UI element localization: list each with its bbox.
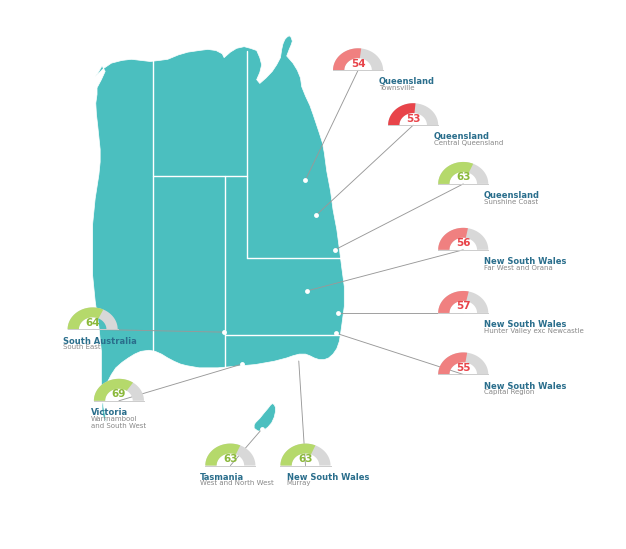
Polygon shape xyxy=(438,291,488,313)
Polygon shape xyxy=(68,307,118,329)
Text: Far West and Orana: Far West and Orana xyxy=(484,265,553,271)
Text: Sunshine Coast: Sunshine Coast xyxy=(484,199,538,205)
Text: Townsville: Townsville xyxy=(379,85,414,91)
Text: Central Queensland: Central Queensland xyxy=(434,140,503,146)
Polygon shape xyxy=(68,307,103,329)
Polygon shape xyxy=(280,444,331,466)
Text: Hunter Valley exc Newcastle: Hunter Valley exc Newcastle xyxy=(484,328,583,334)
Text: South Australia: South Australia xyxy=(63,337,136,345)
Polygon shape xyxy=(438,352,467,374)
Text: Warrnambool
and South West: Warrnambool and South West xyxy=(91,416,146,429)
Text: New South Wales: New South Wales xyxy=(287,473,369,481)
Text: New South Wales: New South Wales xyxy=(484,382,567,390)
Polygon shape xyxy=(333,48,383,70)
Polygon shape xyxy=(94,379,144,401)
Text: New South Wales: New South Wales xyxy=(484,320,567,329)
Text: Queensland: Queensland xyxy=(379,77,434,86)
Text: 69: 69 xyxy=(112,389,126,399)
Text: 56: 56 xyxy=(456,238,471,248)
Text: Queensland: Queensland xyxy=(434,132,490,141)
Polygon shape xyxy=(438,352,488,374)
Polygon shape xyxy=(438,162,473,184)
Text: Tasmania: Tasmania xyxy=(200,473,244,481)
Polygon shape xyxy=(438,228,488,250)
Text: 63: 63 xyxy=(298,454,313,464)
Text: South East: South East xyxy=(63,344,100,350)
Text: 54: 54 xyxy=(351,59,366,69)
Polygon shape xyxy=(438,162,488,184)
Text: 63: 63 xyxy=(223,454,238,464)
Text: Murray: Murray xyxy=(287,480,311,486)
Text: 53: 53 xyxy=(406,114,421,124)
Text: 57: 57 xyxy=(456,301,471,311)
Polygon shape xyxy=(388,103,416,125)
Text: West and North West: West and North West xyxy=(200,480,274,486)
Polygon shape xyxy=(93,36,344,423)
Text: Capital Region: Capital Region xyxy=(484,389,534,395)
Polygon shape xyxy=(388,103,438,125)
Polygon shape xyxy=(254,404,275,431)
Text: New South Wales: New South Wales xyxy=(484,257,567,266)
Text: 63: 63 xyxy=(456,172,471,182)
Polygon shape xyxy=(94,379,133,401)
Text: 55: 55 xyxy=(456,363,471,373)
Polygon shape xyxy=(280,444,316,466)
Text: 64: 64 xyxy=(85,318,100,328)
Polygon shape xyxy=(438,228,468,250)
Polygon shape xyxy=(333,48,361,70)
Text: Victoria: Victoria xyxy=(91,408,128,417)
Polygon shape xyxy=(438,291,469,313)
Polygon shape xyxy=(205,444,240,466)
Text: Queensland: Queensland xyxy=(484,191,540,200)
Polygon shape xyxy=(205,444,255,466)
